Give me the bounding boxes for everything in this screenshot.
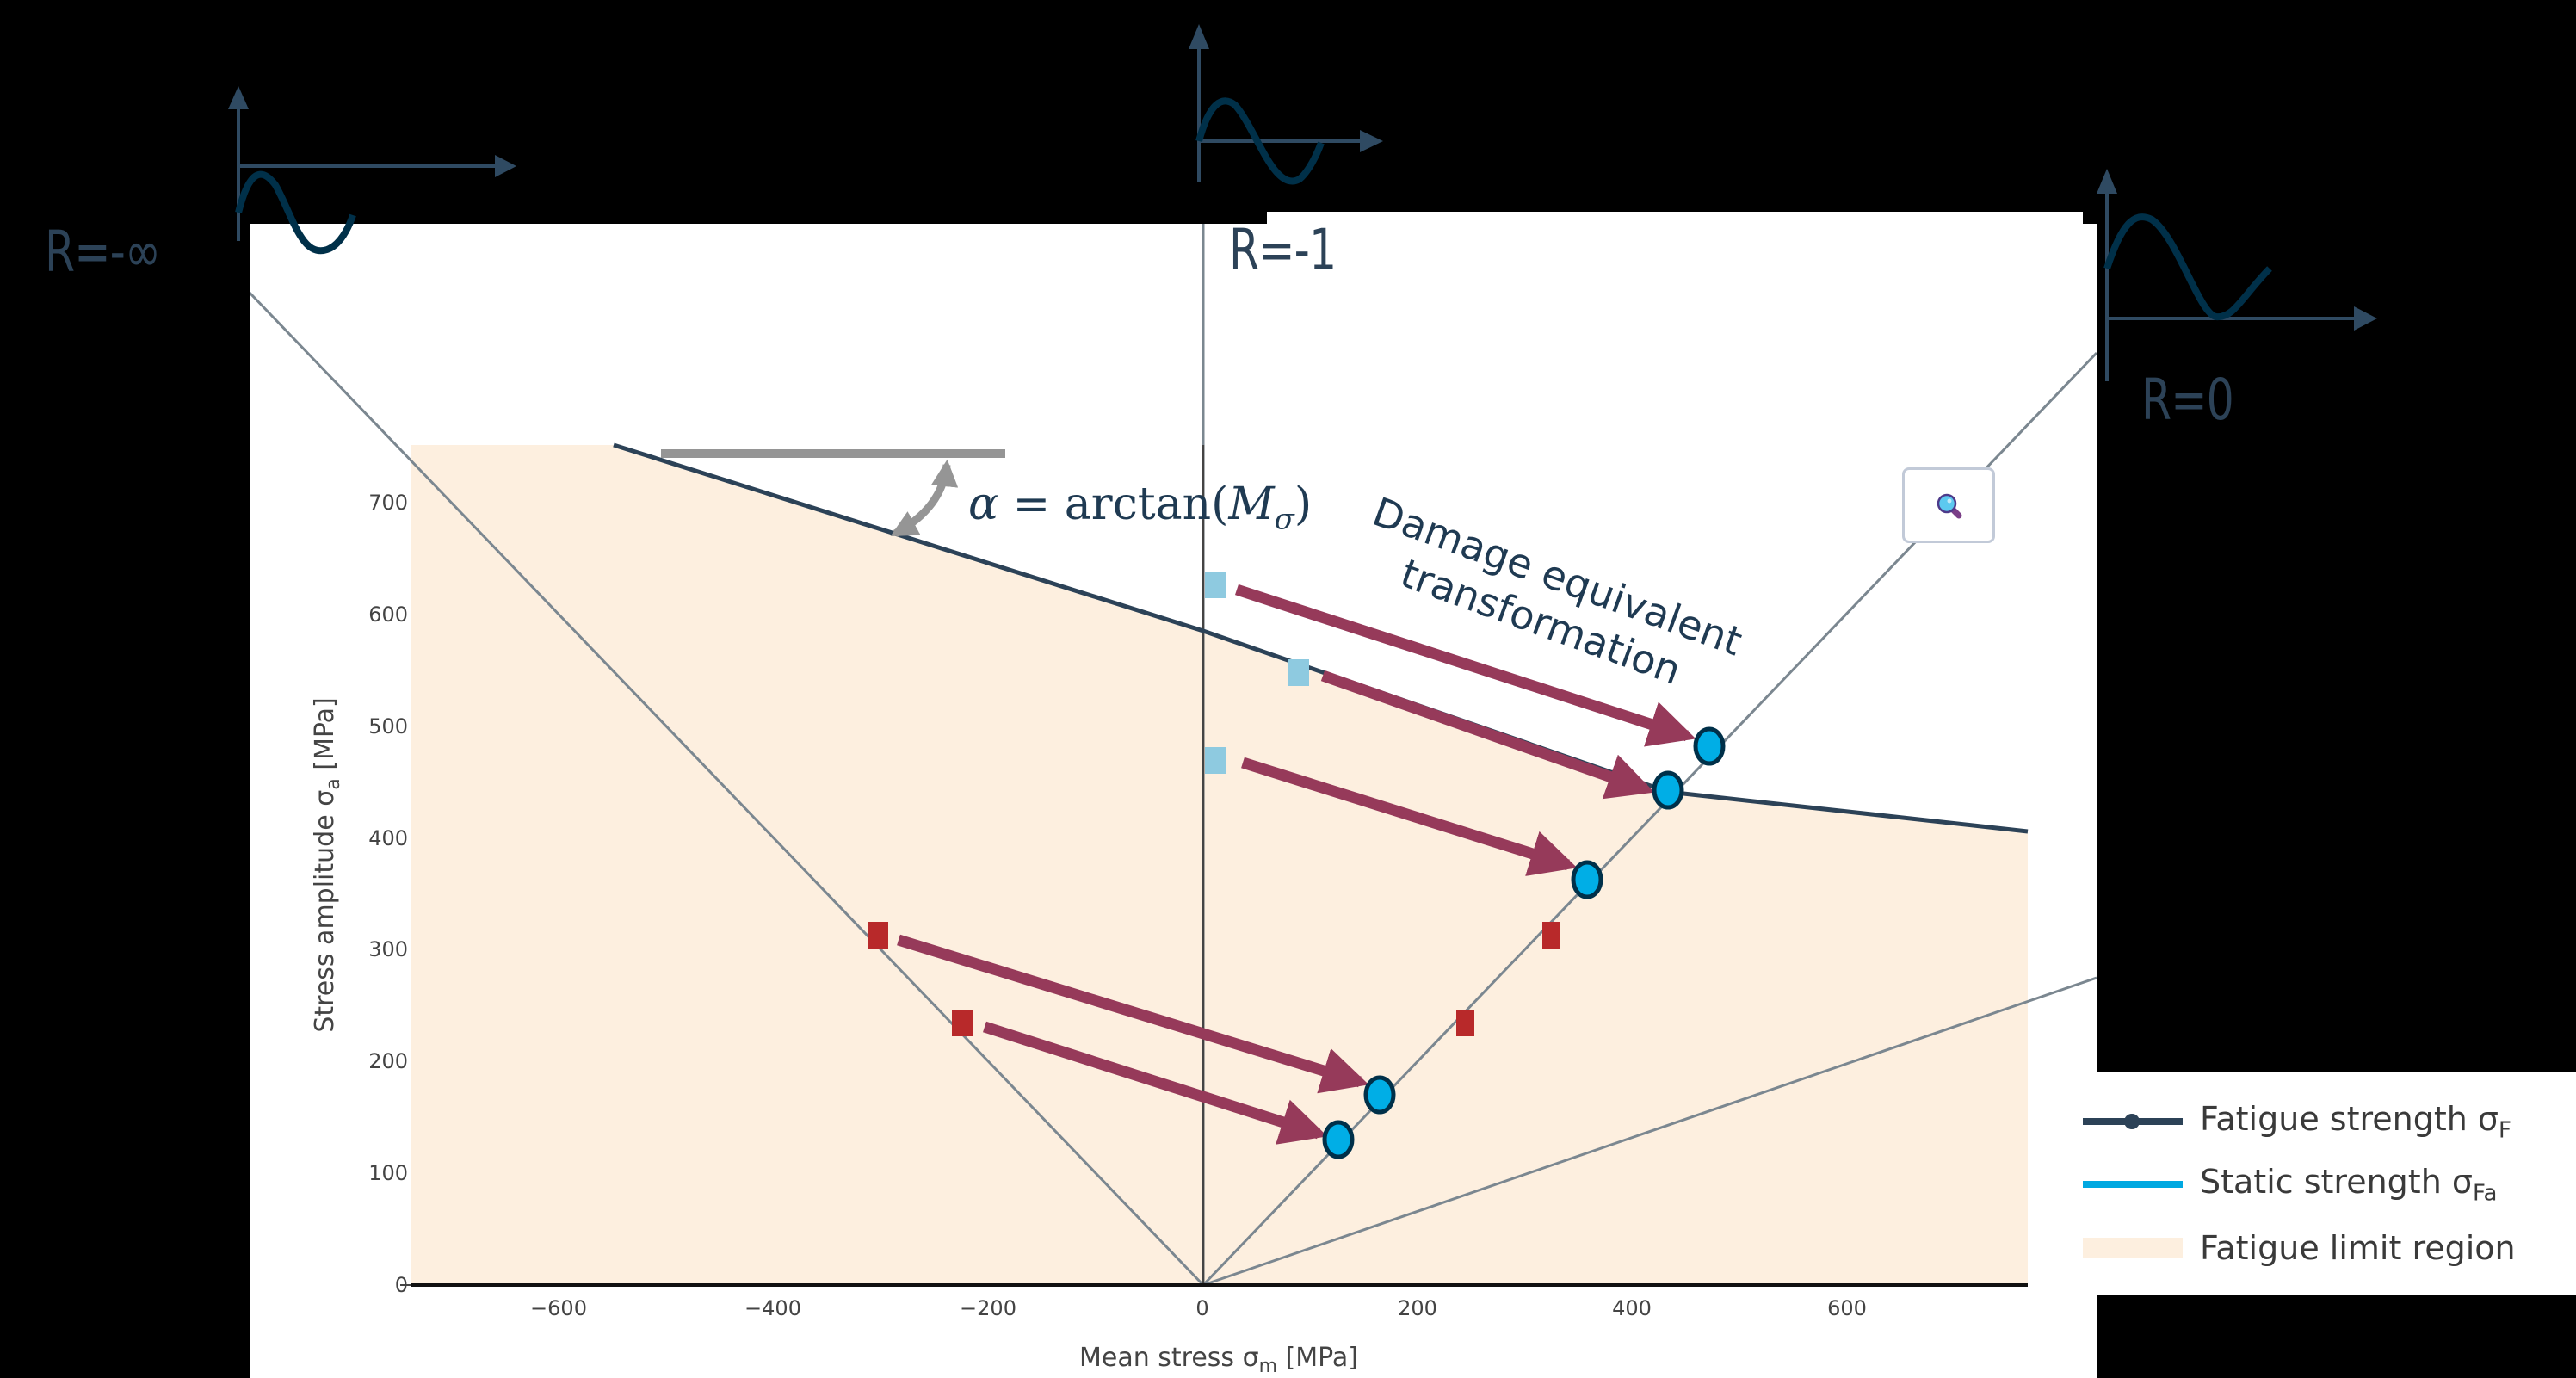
region-white-cut [2028, 831, 2097, 1072]
legend-label: Fatigue strength σF [2200, 1099, 2511, 1144]
y-tick: 600 [368, 602, 408, 627]
arrow-1 [1234, 584, 1696, 747]
fatigue-line-swatch-icon [2083, 1104, 2183, 1139]
plot-paper-right-strip [2083, 224, 2097, 258]
alpha-annotation: α = arctan(Mσ) [968, 479, 1313, 537]
alpha-angle-arrow [890, 459, 959, 537]
circle-marker [1693, 726, 1726, 766]
arrow-2 [1320, 670, 1655, 800]
legend-item-fatigue-strength[interactable]: Fatigue strength σF [2083, 1100, 2511, 1143]
y-axis-title: Stress amplitude σa [MPa] [310, 697, 344, 1032]
transformation-arrows [897, 584, 1696, 1145]
square-marker [1542, 922, 1560, 949]
y-axis-title-unit: [MPa] [310, 697, 340, 779]
square-marker [1205, 747, 1226, 774]
y-axis-title-sub: a [323, 778, 344, 790]
square-marker [868, 922, 888, 949]
y-tick: 700 [368, 491, 408, 515]
circle-marker [1652, 770, 1684, 810]
circle-marker [1363, 1075, 1396, 1115]
legend-item-fatigue-region[interactable]: Fatigue limit region [2083, 1229, 2516, 1267]
input-squares-light [1205, 572, 1309, 774]
circle-marker [1571, 860, 1603, 899]
waveform-r-zero-icon [2097, 169, 2377, 381]
arrow-4 [897, 934, 1369, 1094]
zoom-modebar-button[interactable] [1902, 467, 1995, 543]
label-r-neg-inf: R=-∞ [45, 219, 161, 285]
y-tick: 0 [394, 1273, 408, 1297]
ref-line-r-neg-inf [250, 291, 1205, 1287]
legend-label: Static strength σFa [2200, 1162, 2498, 1207]
y-tick: 500 [368, 714, 408, 738]
square-marker [952, 1010, 973, 1036]
zoom-magnifier-icon [1937, 493, 1962, 519]
input-squares-red [868, 922, 1560, 1036]
legend-item-static-strength[interactable]: Static strength σFa [2083, 1163, 2497, 1206]
x-tick: 600 [1827, 1296, 1867, 1320]
static-line-swatch-icon [2083, 1167, 2183, 1202]
x-tick: −200 [960, 1296, 1016, 1320]
label-r-neg-one: R=-1 [1229, 217, 1337, 283]
legend-label: Fatigue limit region [2200, 1229, 2516, 1267]
x-axis-title-unit: [MPa] [1277, 1343, 1359, 1373]
legend: Fatigue strength σF Static strength σFa … [2028, 1072, 2576, 1295]
arrow-5 [983, 1021, 1328, 1145]
x-tick: −400 [744, 1296, 801, 1320]
arrow-3 [1241, 757, 1578, 876]
y-tick: 100 [368, 1161, 408, 1185]
y-axis-title-main: Stress amplitude σ [310, 789, 340, 1033]
square-marker [1288, 659, 1309, 686]
region-fill-swatch-icon [2083, 1231, 2183, 1265]
plot-paper-top-strip [1267, 212, 2083, 229]
y-tick: 300 [368, 937, 408, 961]
transformed-circles [1322, 726, 1726, 1159]
waveform-r-neg-inf-icon [228, 86, 516, 255]
fatigue-limit-region [411, 445, 2028, 1285]
y-tick: 200 [368, 1049, 408, 1073]
x-axis-title-sub: m [1258, 1356, 1278, 1377]
label-r-zero: R=0 [2141, 367, 2234, 433]
waveform-r-neg-one-icon [1189, 24, 1383, 185]
ref-line-r-half [1202, 976, 2097, 1287]
square-marker [1205, 572, 1226, 598]
x-tick: 0 [1195, 1296, 1209, 1320]
circle-marker [1322, 1120, 1355, 1159]
x-axis-title: Mean stress σm [MPa] [1079, 1343, 1358, 1377]
x-tick: 200 [1398, 1296, 1437, 1320]
y-tick: 400 [368, 826, 408, 850]
x-axis-title-main: Mean stress σ [1079, 1343, 1259, 1373]
x-tick: 400 [1612, 1296, 1652, 1320]
square-marker [1456, 1010, 1474, 1036]
x-tick: −600 [530, 1296, 587, 1320]
